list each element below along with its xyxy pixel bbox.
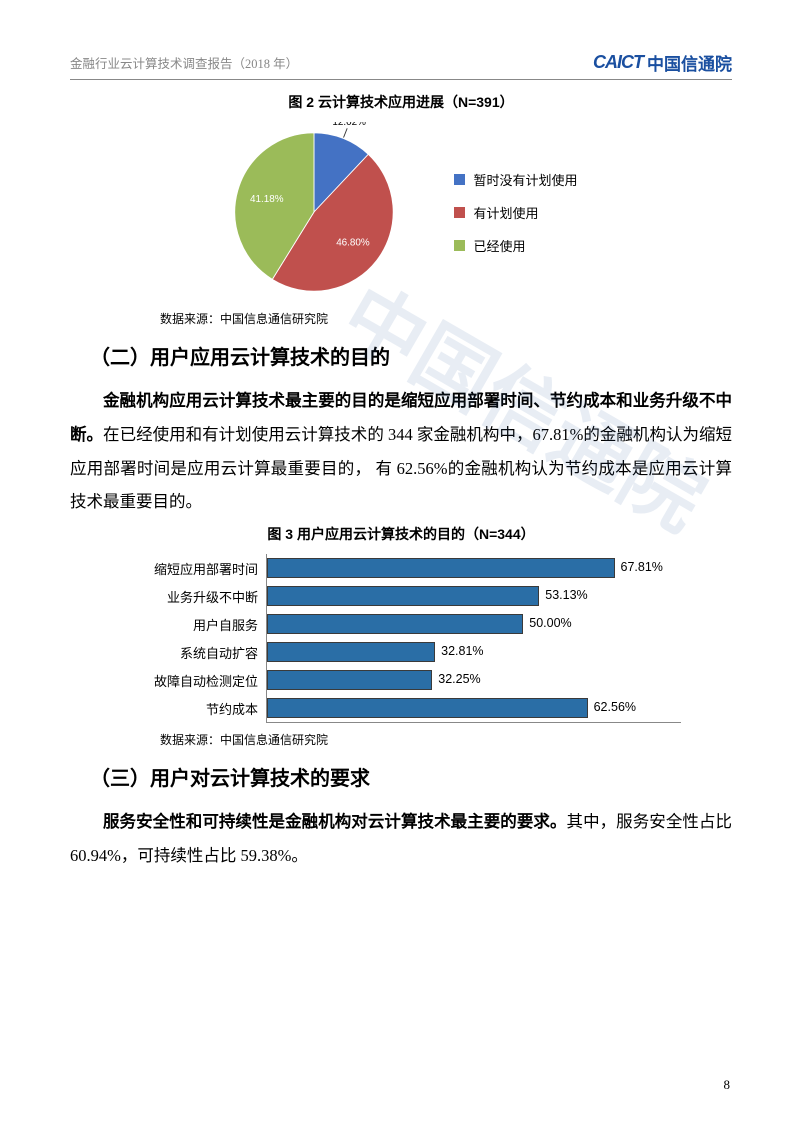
legend-swatch (454, 240, 465, 251)
caict-logo: CAICT 中国信通院 (593, 50, 732, 75)
logo-text-en: CAICT (593, 52, 643, 73)
fig3-bar-chart: 缩短应用部署时间 67.81% 业务升级不中断 53.13% 用户自服务 50.00% 系统… (121, 554, 681, 723)
pie-slice-label: 12.02% (333, 122, 367, 128)
bar-row: 业务升级不中断 53.13% (121, 582, 681, 610)
bar-value-label: 53.13% (545, 588, 587, 602)
logo-text-cn: 中国信通院 (647, 50, 732, 75)
bar-track: 67.81% (266, 554, 681, 582)
pie-slice-label: 46.80% (337, 238, 371, 249)
fig2-legend: 暂时没有计划使用有计划使用已经使用 (454, 156, 577, 269)
section2-rest: 在已经使用和有计划使用云计算技术的 344 家金融机构中，67.81%的金融机构… (70, 425, 732, 511)
bar-fill (267, 642, 435, 662)
bar-value-label: 67.81% (621, 560, 663, 574)
bar-axis (266, 722, 681, 723)
bar-fill (267, 586, 539, 606)
bar-fill (267, 614, 523, 634)
bar-label: 故障自动检测定位 (121, 671, 266, 690)
legend-label: 已经使用 (473, 236, 525, 255)
legend-item: 有计划使用 (454, 203, 577, 222)
section3-bold: 服务安全性和可持续性是金融机构对云计算技术最主要的要求。 (103, 813, 567, 831)
bar-fill (267, 670, 432, 690)
legend-label: 暂时没有计划使用 (473, 170, 577, 189)
bar-row: 系统自动扩容 32.81% (121, 638, 681, 666)
bar-label: 业务升级不中断 (121, 587, 266, 606)
section3-heading: （三）用户对云计算技术的要求 (90, 762, 732, 791)
page-header: 金融行业云计算技术调查报告（2018 年） CAICT 中国信通院 (70, 50, 732, 80)
bar-value-label: 50.00% (529, 616, 571, 630)
fig2-pie-chart: 12.02% 46.80% 41.18% 暂时没有计划使用有计划使用已经使用 (70, 122, 732, 302)
header-title: 金融行业云计算技术调查报告（2018 年） (70, 53, 298, 72)
legend-item: 已经使用 (454, 236, 577, 255)
pie-svg: 12.02% 46.80% 41.18% (224, 122, 404, 302)
section3-para: 服务安全性和可持续性是金融机构对云计算技术最主要的要求。其中，服务安全性占比 6… (70, 805, 732, 872)
bar-track: 62.56% (266, 694, 681, 722)
bar-label: 用户自服务 (121, 615, 266, 634)
legend-swatch (454, 207, 465, 218)
bar-row: 节约成本 62.56% (121, 694, 681, 722)
section2-heading: （二）用户应用云计算技术的目的 (90, 341, 732, 370)
bar-value-label: 32.25% (438, 672, 480, 686)
page-number: 8 (724, 1077, 731, 1093)
bar-track: 32.25% (266, 666, 681, 694)
bar-row: 故障自动检测定位 32.25% (121, 666, 681, 694)
bar-fill (267, 698, 588, 718)
bar-value-label: 62.56% (594, 700, 636, 714)
legend-item: 暂时没有计划使用 (454, 170, 577, 189)
bar-track: 53.13% (266, 582, 681, 610)
pie-slice-label: 41.18% (251, 194, 285, 205)
bar-row: 用户自服务 50.00% (121, 610, 681, 638)
fig3-title: 图 3 用户应用云计算技术的目的（N=344） (70, 524, 732, 544)
section2-para: 金融机构应用云计算技术最主要的目的是缩短应用部署时间、节约成本和业务升级不中断。… (70, 384, 732, 518)
bar-track: 50.00% (266, 610, 681, 638)
fig2-title: 图 2 云计算技术应用进展（N=391） (70, 92, 732, 112)
bar-label: 缩短应用部署时间 (121, 559, 266, 578)
legend-swatch (454, 174, 465, 185)
bar-fill (267, 558, 615, 578)
bar-label: 系统自动扩容 (121, 643, 266, 662)
bar-track: 32.81% (266, 638, 681, 666)
fig2-source: 数据来源：中国信息通信研究院 (160, 310, 732, 327)
bar-label: 节约成本 (121, 699, 266, 718)
legend-label: 有计划使用 (473, 203, 538, 222)
bar-value-label: 32.81% (441, 644, 483, 658)
bar-row: 缩短应用部署时间 67.81% (121, 554, 681, 582)
fig3-source: 数据来源：中国信息通信研究院 (160, 731, 732, 748)
